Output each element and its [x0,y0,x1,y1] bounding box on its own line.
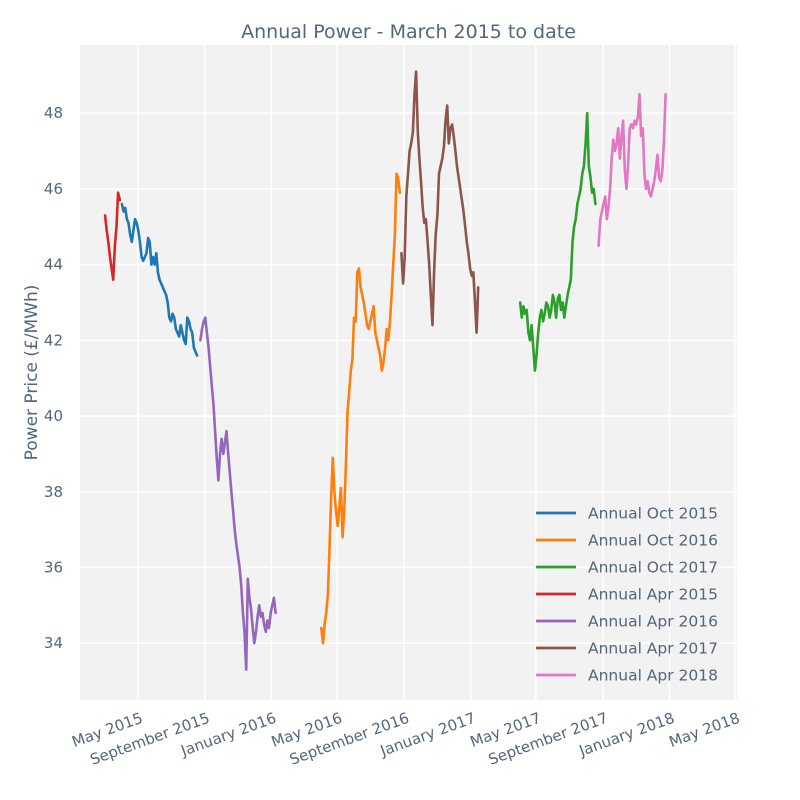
series-line-annual-oct-2016 [319,172,402,645]
series-line-annual-oct-2015 [120,202,199,357]
y-tick-label: 36 [44,558,63,576]
chart-title: Annual Power - March 2015 to date [241,21,576,43]
legend-label-annual-oct-2015: Annual Oct 2015 [588,505,718,523]
series-line-annual-oct-2017 [518,111,597,372]
y-tick-label: 42 [44,331,63,349]
y-tick-label: 34 [44,634,63,652]
y-tick-label: 46 [44,180,63,198]
grid-lines [80,45,737,700]
y-tick-label: 44 [44,256,63,274]
legend-label-annual-oct-2016: Annual Oct 2016 [588,532,718,550]
legend-label-annual-apr-2015: Annual Apr 2015 [588,586,718,604]
y-tick-label: 40 [44,407,63,425]
y-tick-label: 48 [44,104,63,122]
series-line-annual-apr-2015 [103,191,122,282]
legend-label-annual-apr-2017: Annual Apr 2017 [588,640,718,658]
legend-label-annual-apr-2016: Annual Apr 2016 [588,613,718,631]
legend-label-annual-oct-2017: Annual Oct 2017 [588,559,718,577]
series-layer [103,70,667,672]
series-line-annual-apr-2017 [400,70,480,335]
y-axis-label: Power Price (£/MWh) [22,285,42,461]
legend: Annual Oct 2015 Annual Oct 2016 Annual Oct… [536,505,718,685]
x-tick-label: May 2018 [667,709,743,751]
legend-label-annual-apr-2018: Annual Apr 2018 [588,667,718,685]
y-axis-ticks: 34 36 38 40 42 44 46 48 [44,104,63,652]
series-line-annual-apr-2018 [597,92,667,247]
series-line-annual-apr-2016 [199,316,277,672]
y-tick-label: 38 [44,483,63,501]
